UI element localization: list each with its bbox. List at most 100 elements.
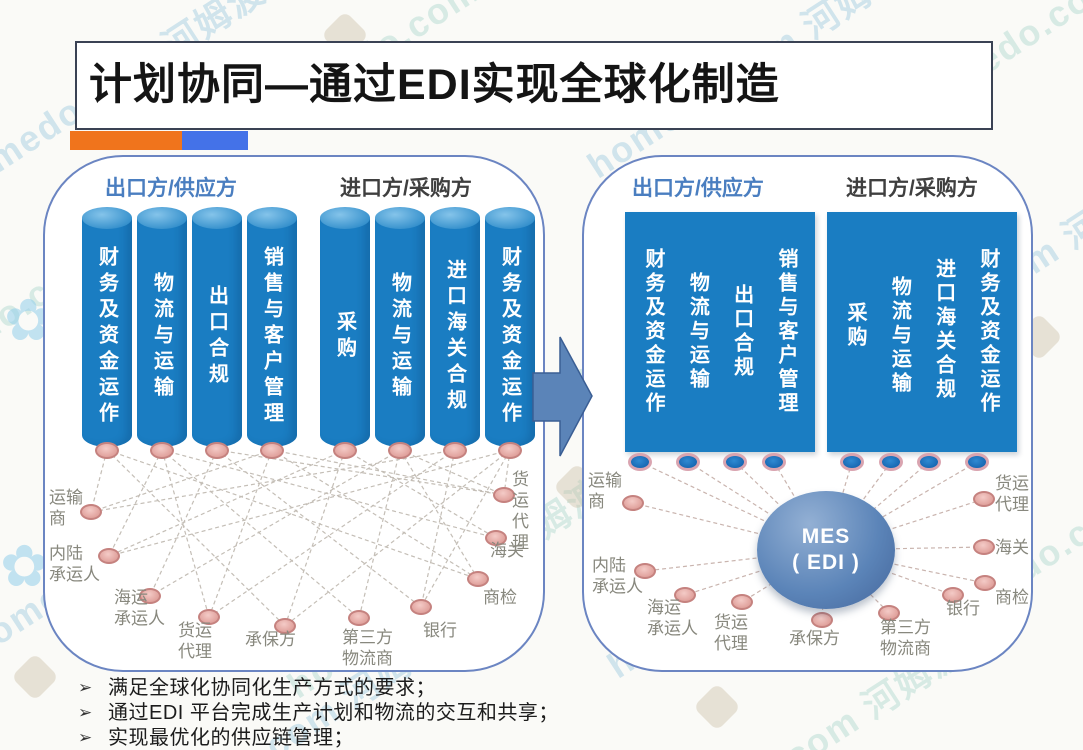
accent-bar-orange	[70, 131, 182, 150]
block-column: 进口海关合规	[932, 258, 955, 402]
bullet-arrow-icon: ➢	[78, 728, 93, 747]
cylinder-label: 财务及资金运作	[498, 245, 521, 428]
cylinder-top	[320, 207, 370, 229]
partner-label-customs: 海关	[490, 541, 524, 560]
cylinder-label: 销售与客户管理	[260, 245, 283, 428]
partner-label-ocean-carrier: 海运 承运人	[114, 588, 165, 628]
cylinder-body	[247, 218, 297, 447]
cylinder-body	[375, 218, 425, 447]
process-cylinder: 物流与运输	[137, 207, 187, 447]
partner-dot	[274, 618, 296, 634]
partner-label-freight-forwarder: 货运 代理	[512, 470, 529, 552]
endpoint-dot-blue	[917, 453, 941, 471]
block-column: 销售与客户管理	[774, 248, 797, 416]
hub-label-line2: ( EDI )	[792, 551, 860, 574]
flow-arrow	[532, 336, 593, 457]
block-column: 出口合规	[730, 284, 753, 380]
endpoint-dot	[388, 442, 412, 459]
mes-edi-hub: MES ( EDI )	[757, 491, 895, 609]
cylinder-body	[137, 218, 187, 447]
partner-dot	[973, 491, 995, 507]
title-box: 计划协同—通过EDI实现全球化制造	[75, 41, 993, 130]
partner-dot	[634, 563, 656, 579]
partner-label-transporter: 运输 商	[588, 471, 622, 511]
endpoint-dot	[443, 442, 467, 459]
endpoint-dot-blue	[879, 453, 903, 471]
partner-dot	[348, 610, 370, 626]
partner-dot	[467, 571, 489, 587]
block-column: 财务及资金运作	[976, 248, 999, 416]
endpoint-dot-blue	[840, 453, 864, 471]
endpoint-dot-blue	[762, 453, 786, 471]
flower-icon: ✿	[0, 534, 49, 599]
endpoint-dot-blue	[723, 453, 747, 471]
cylinder-top	[82, 207, 132, 229]
partner-label-3pl: 第三方 物流商	[342, 628, 393, 668]
after-edi-panel: 出口方/供应方 进口方/采购方 财务及资金运作 物流与运输 出口合规 销售与客户…	[582, 155, 1033, 672]
block-column: 采购	[844, 302, 866, 350]
connection-mesh	[90, 449, 511, 627]
partner-label-ocean-carrier: 海运 承运人	[647, 598, 698, 638]
partner-dot	[973, 539, 995, 555]
cylinder-label: 出口合规	[205, 284, 228, 389]
accent-bar-blue	[182, 131, 248, 150]
cylinder-top	[375, 207, 425, 229]
partner-label-3pl: 第三方 物流商	[880, 618, 931, 658]
cylinder-body	[320, 218, 370, 447]
partner-dot	[198, 609, 220, 625]
partner-label-inland-carrier: 内陆 承运人	[49, 544, 100, 584]
cylinder-label: 进口海关合规	[443, 258, 466, 415]
partner-dot	[410, 599, 432, 615]
cylinder-label: 财务及资金运作	[95, 245, 118, 428]
process-cylinder: 财务及资金运作	[485, 207, 535, 447]
supplier-header: 出口方/供应方	[632, 177, 764, 200]
endpoint-dot-blue	[965, 453, 989, 471]
hub-label-line1: MES	[801, 525, 851, 548]
endpoint-dot-blue	[628, 453, 652, 471]
block-column: 物流与运输	[686, 272, 709, 392]
bullet-list: ➢ 满足全球化协同化生产方式的要求； ➢ 通过EDI 平台完成生产计划和物流的交…	[78, 676, 559, 750]
process-cylinder: 出口合规	[192, 207, 242, 447]
buyer-block: 采购 物流与运输 进口海关合规 财务及资金运作	[827, 212, 1017, 452]
partner-label-freight-forwarder: 货运 代理	[714, 613, 748, 653]
bullet-item: ➢ 实现最优化的供应链管理；	[78, 726, 559, 750]
partner-label-bank: 银行	[946, 599, 980, 618]
partner-label-customs: 海关	[995, 538, 1029, 557]
cylinder-top	[485, 207, 535, 229]
process-cylinder: 财务及资金运作	[82, 207, 132, 447]
partner-label-freight-forwarder: 货运 代理	[995, 474, 1029, 514]
endpoint-dot	[205, 442, 229, 459]
partner-label-inspection: 商检	[995, 588, 1029, 607]
partner-dot	[878, 605, 900, 621]
buyer-header: 进口方/采购方	[340, 177, 472, 200]
page-title: 计划协同—通过EDI实现全球化制造	[89, 61, 780, 109]
buyer-header: 进口方/采购方	[846, 177, 978, 200]
cylinder-label: 采购	[333, 310, 356, 363]
partner-label-inland-carrier: 内陆 承运人	[592, 556, 643, 596]
cylinder-label: 物流与运输	[150, 271, 173, 402]
partner-dot	[98, 548, 120, 564]
cylinder-label: 物流与运输	[388, 271, 411, 402]
partner-dot	[674, 587, 696, 603]
bullet-item: ➢ 通过EDI 平台完成生产计划和物流的交互和共享；	[78, 701, 559, 726]
partner-dot	[80, 504, 102, 520]
block-column: 财务及资金运作	[642, 248, 664, 416]
supplier-header: 出口方/供应方	[105, 177, 237, 200]
endpoint-dot-blue	[676, 453, 700, 471]
partner-dot	[942, 587, 964, 603]
partner-dot	[811, 612, 833, 628]
endpoint-dot	[333, 442, 357, 459]
endpoint-dot	[498, 442, 522, 459]
cylinder-body	[485, 218, 535, 447]
partner-label-freight-forwarder: 货运 代理	[178, 621, 212, 661]
partner-label-insurer: 承保方	[245, 630, 296, 649]
process-cylinder: 采购	[320, 207, 370, 447]
partner-dot	[139, 588, 161, 604]
cylinder-top	[430, 207, 480, 229]
process-cylinder: 进口海关合规	[430, 207, 480, 447]
cylinder-top	[137, 207, 187, 229]
partner-dot	[974, 575, 996, 591]
cylinder-body	[192, 218, 242, 447]
cylinder-top	[192, 207, 242, 229]
